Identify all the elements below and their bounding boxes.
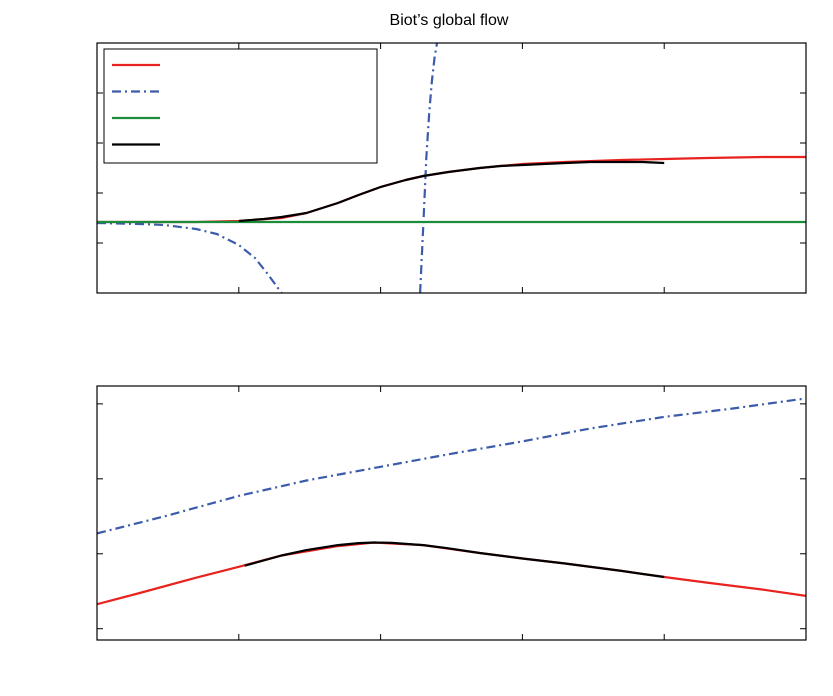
series-line-numerical-simulations [238,160,665,223]
legend [103,48,378,164]
series-line-effective-poroelastic-model [97,541,806,606]
series-line-numerical-simulations [244,541,665,579]
axes-frame [96,42,807,294]
series-group [97,43,806,293]
series-line-equation-16 [97,397,806,535]
axes-frame [96,385,807,641]
chart-title: Biot’s global flow [390,12,509,29]
series-line-equation-16 [97,221,283,293]
series-group [97,397,806,606]
series-line-effective-poroelastic-model [97,155,806,224]
bottom-panel-attenuation [96,385,807,641]
top-panel-velocity [96,42,807,294]
series-line-equation-16 [419,43,439,293]
